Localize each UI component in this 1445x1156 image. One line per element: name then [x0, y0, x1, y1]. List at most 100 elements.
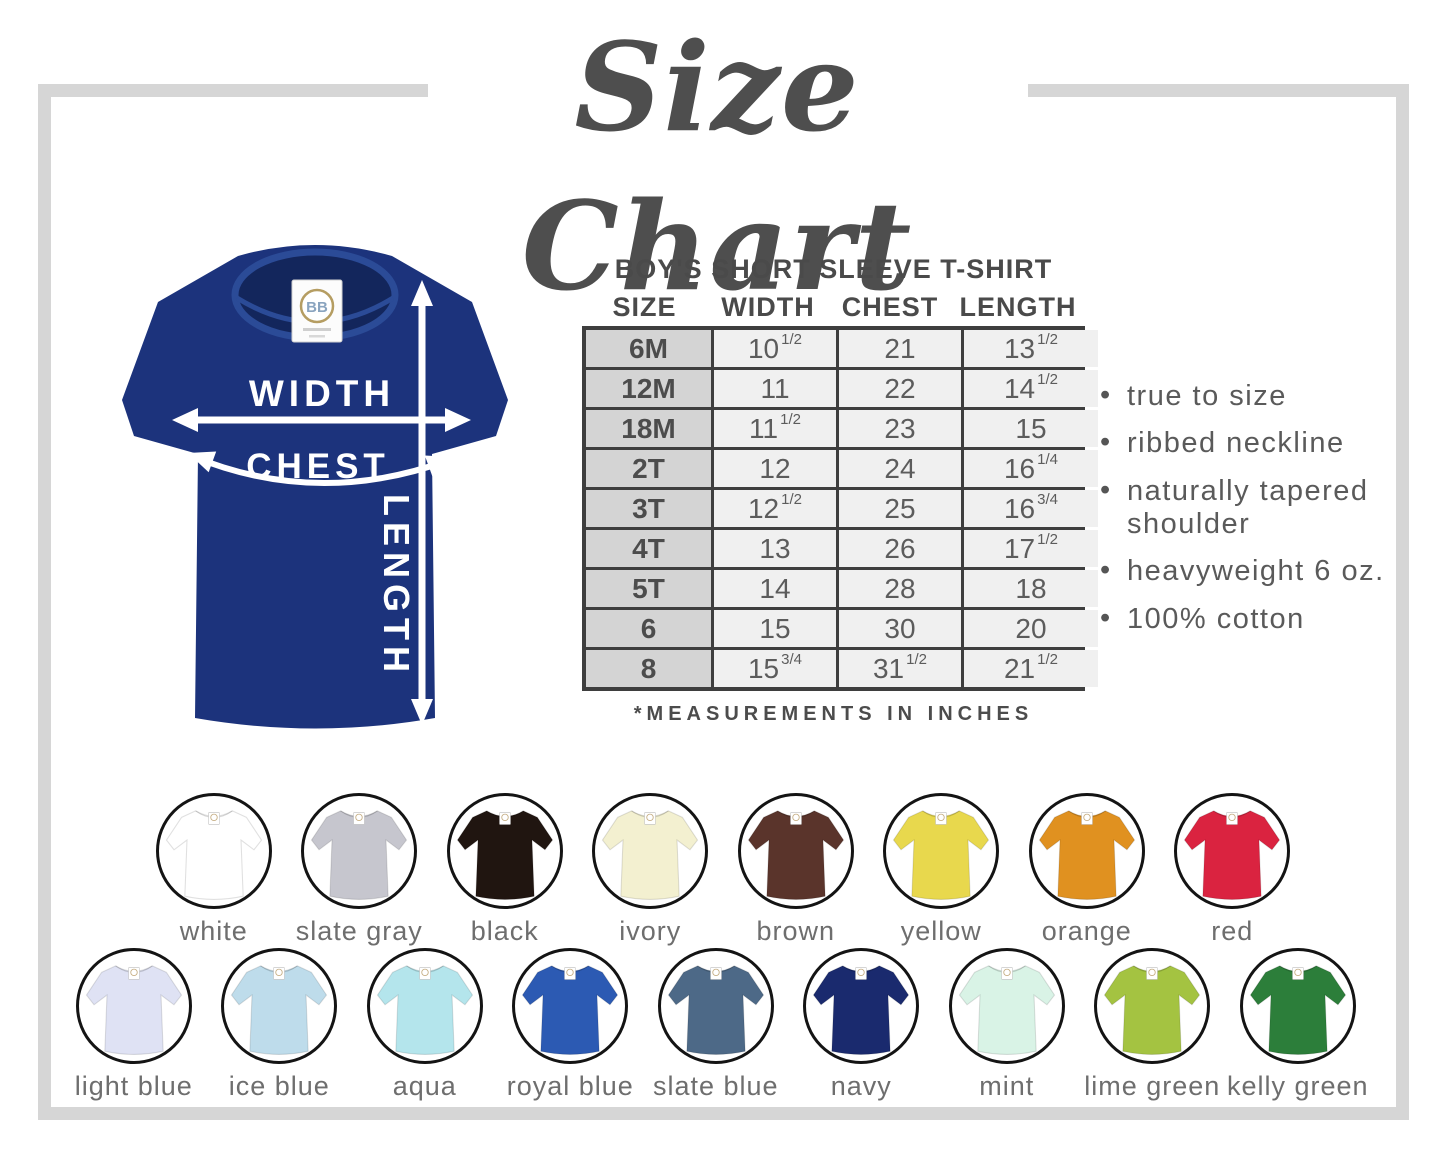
chest-arrow	[188, 451, 453, 487]
swatch-black: black	[432, 793, 578, 947]
swatch-kelly-green: kelly green	[1225, 948, 1371, 1102]
feature-item: ribbed neckline	[1100, 426, 1420, 460]
size-cell: 2T	[586, 450, 711, 487]
value-cell: 13 1/2	[964, 330, 1098, 367]
swatch-label: royal blue	[506, 1071, 634, 1101]
brand-logo: BB	[306, 299, 328, 316]
value-cell: 30	[839, 610, 961, 647]
tee-icon	[887, 799, 995, 907]
tee-icon	[807, 954, 915, 1062]
tee-icon	[451, 799, 559, 907]
swatch-circle	[948, 948, 1065, 1064]
tee-icon	[1033, 799, 1141, 907]
value-cell: 21 1/2	[964, 650, 1098, 687]
size-table: 6M 10 1/2 21 13 1/2 12M 11 22 14 1/2 18M 11 1/2 23 15 2T…	[582, 326, 1098, 691]
width-label: WIDTH	[249, 373, 395, 414]
column-header: SIZE	[612, 292, 677, 322]
swatch-label: slate blue	[652, 1071, 779, 1101]
shirt-measurement-illustration: BB WIDTH CHEST LENGTH	[122, 245, 508, 729]
swatch-brown: brown	[723, 793, 869, 947]
swatch-row-1: white slate gray black ivory brown yellow oran…	[141, 793, 1305, 947]
swatch-red: red	[1160, 793, 1306, 947]
tee-icon	[80, 954, 188, 1062]
value-cell: 22	[839, 370, 961, 407]
swatch-circle	[221, 948, 338, 1064]
features-list: true to size ribbed neckline naturally tap…	[1100, 379, 1420, 650]
swatch-circle	[446, 793, 563, 909]
value-cell: 28	[839, 570, 961, 607]
value-cell: 17 1/2	[964, 530, 1098, 567]
swatch-circle	[737, 793, 854, 909]
length-arrow	[411, 280, 433, 725]
column-header: WIDTH	[721, 292, 815, 322]
swatch-label: white	[179, 916, 248, 946]
swatch-label: ice blue	[228, 1071, 330, 1101]
table-heading: BOY'S SHORT SLEEVE T-SHIRT	[614, 254, 1053, 284]
size-table-block: BOY'S SHORT SLEEVE T-SHIRT SIZE WIDTH CHES…	[582, 252, 1098, 726]
value-cell: 24	[839, 450, 961, 487]
swatch-ice-blue: ice blue	[207, 948, 353, 1102]
feature-item: true to size	[1100, 379, 1420, 413]
width-arrow	[172, 408, 471, 432]
size-cell: 3T	[586, 490, 711, 527]
value-cell: 26	[839, 530, 961, 567]
tee-icon	[516, 954, 624, 1062]
value-cell: 18	[964, 570, 1098, 607]
swatch-slate-blue: slate blue	[643, 948, 789, 1102]
swatch-navy: navy	[789, 948, 935, 1102]
value-cell: 12 1/2	[714, 490, 836, 527]
swatch-circle	[803, 948, 920, 1064]
tee-icon	[1244, 954, 1352, 1062]
value-cell: 15	[964, 410, 1098, 447]
value-cell: 10 1/2	[714, 330, 836, 367]
swatch-circle	[512, 948, 629, 1064]
size-cell: 8	[586, 650, 711, 687]
swatch-label: brown	[756, 916, 836, 946]
value-cell: 20	[964, 610, 1098, 647]
neck-tag: BB	[291, 279, 343, 343]
swatch-circle	[155, 793, 272, 909]
size-cell: 5T	[586, 570, 711, 607]
swatch-label: mint	[979, 1071, 1035, 1101]
swatch-circle	[1094, 948, 1211, 1064]
swatch-circle	[301, 793, 418, 909]
tee-icon	[225, 954, 333, 1062]
value-cell: 13	[714, 530, 836, 567]
tee-icon	[742, 799, 850, 907]
tee-icon	[596, 799, 704, 907]
swatch-slate-gray: slate gray	[287, 793, 433, 947]
swatch-aqua: aqua	[352, 948, 498, 1102]
tee-icon	[953, 954, 1061, 1062]
swatch-row-2: light blue ice blue aqua royal blue slate bl…	[61, 948, 1371, 1102]
value-cell: 11 1/2	[714, 410, 836, 447]
value-cell: 15 3/4	[714, 650, 836, 687]
swatch-label: aqua	[392, 1071, 457, 1101]
swatch-royal-blue: royal blue	[498, 948, 644, 1102]
swatch-orange: orange	[1014, 793, 1160, 947]
value-cell: 15	[714, 610, 836, 647]
value-cell: 16 1/4	[964, 450, 1098, 487]
value-cell: 31 1/2	[839, 650, 961, 687]
swatch-label: slate gray	[295, 916, 423, 946]
size-cell: 18M	[586, 410, 711, 447]
swatch-label: red	[1211, 916, 1254, 946]
swatch-label: yellow	[900, 916, 982, 946]
table-note: *MEASUREMENTS IN INCHES	[633, 703, 1034, 725]
tee-icon	[1098, 954, 1206, 1062]
size-cell: 6	[586, 610, 711, 647]
value-cell: 25	[839, 490, 961, 527]
swatch-label: light blue	[74, 1071, 193, 1101]
value-cell: 21	[839, 330, 961, 367]
tee-icon	[305, 799, 413, 907]
feature-item: naturally tapered shoulder	[1100, 474, 1420, 542]
page-title: Size Chart	[521, 15, 913, 318]
value-cell: 12	[714, 450, 836, 487]
swatch-light-blue: light blue	[61, 948, 207, 1102]
column-header: LENGTH	[959, 292, 1077, 322]
swatch-label: ivory	[619, 916, 682, 946]
swatch-yellow: yellow	[869, 793, 1015, 947]
swatch-label: kelly green	[1226, 1071, 1369, 1101]
tee-icon	[1178, 799, 1286, 907]
value-cell: 23	[839, 410, 961, 447]
